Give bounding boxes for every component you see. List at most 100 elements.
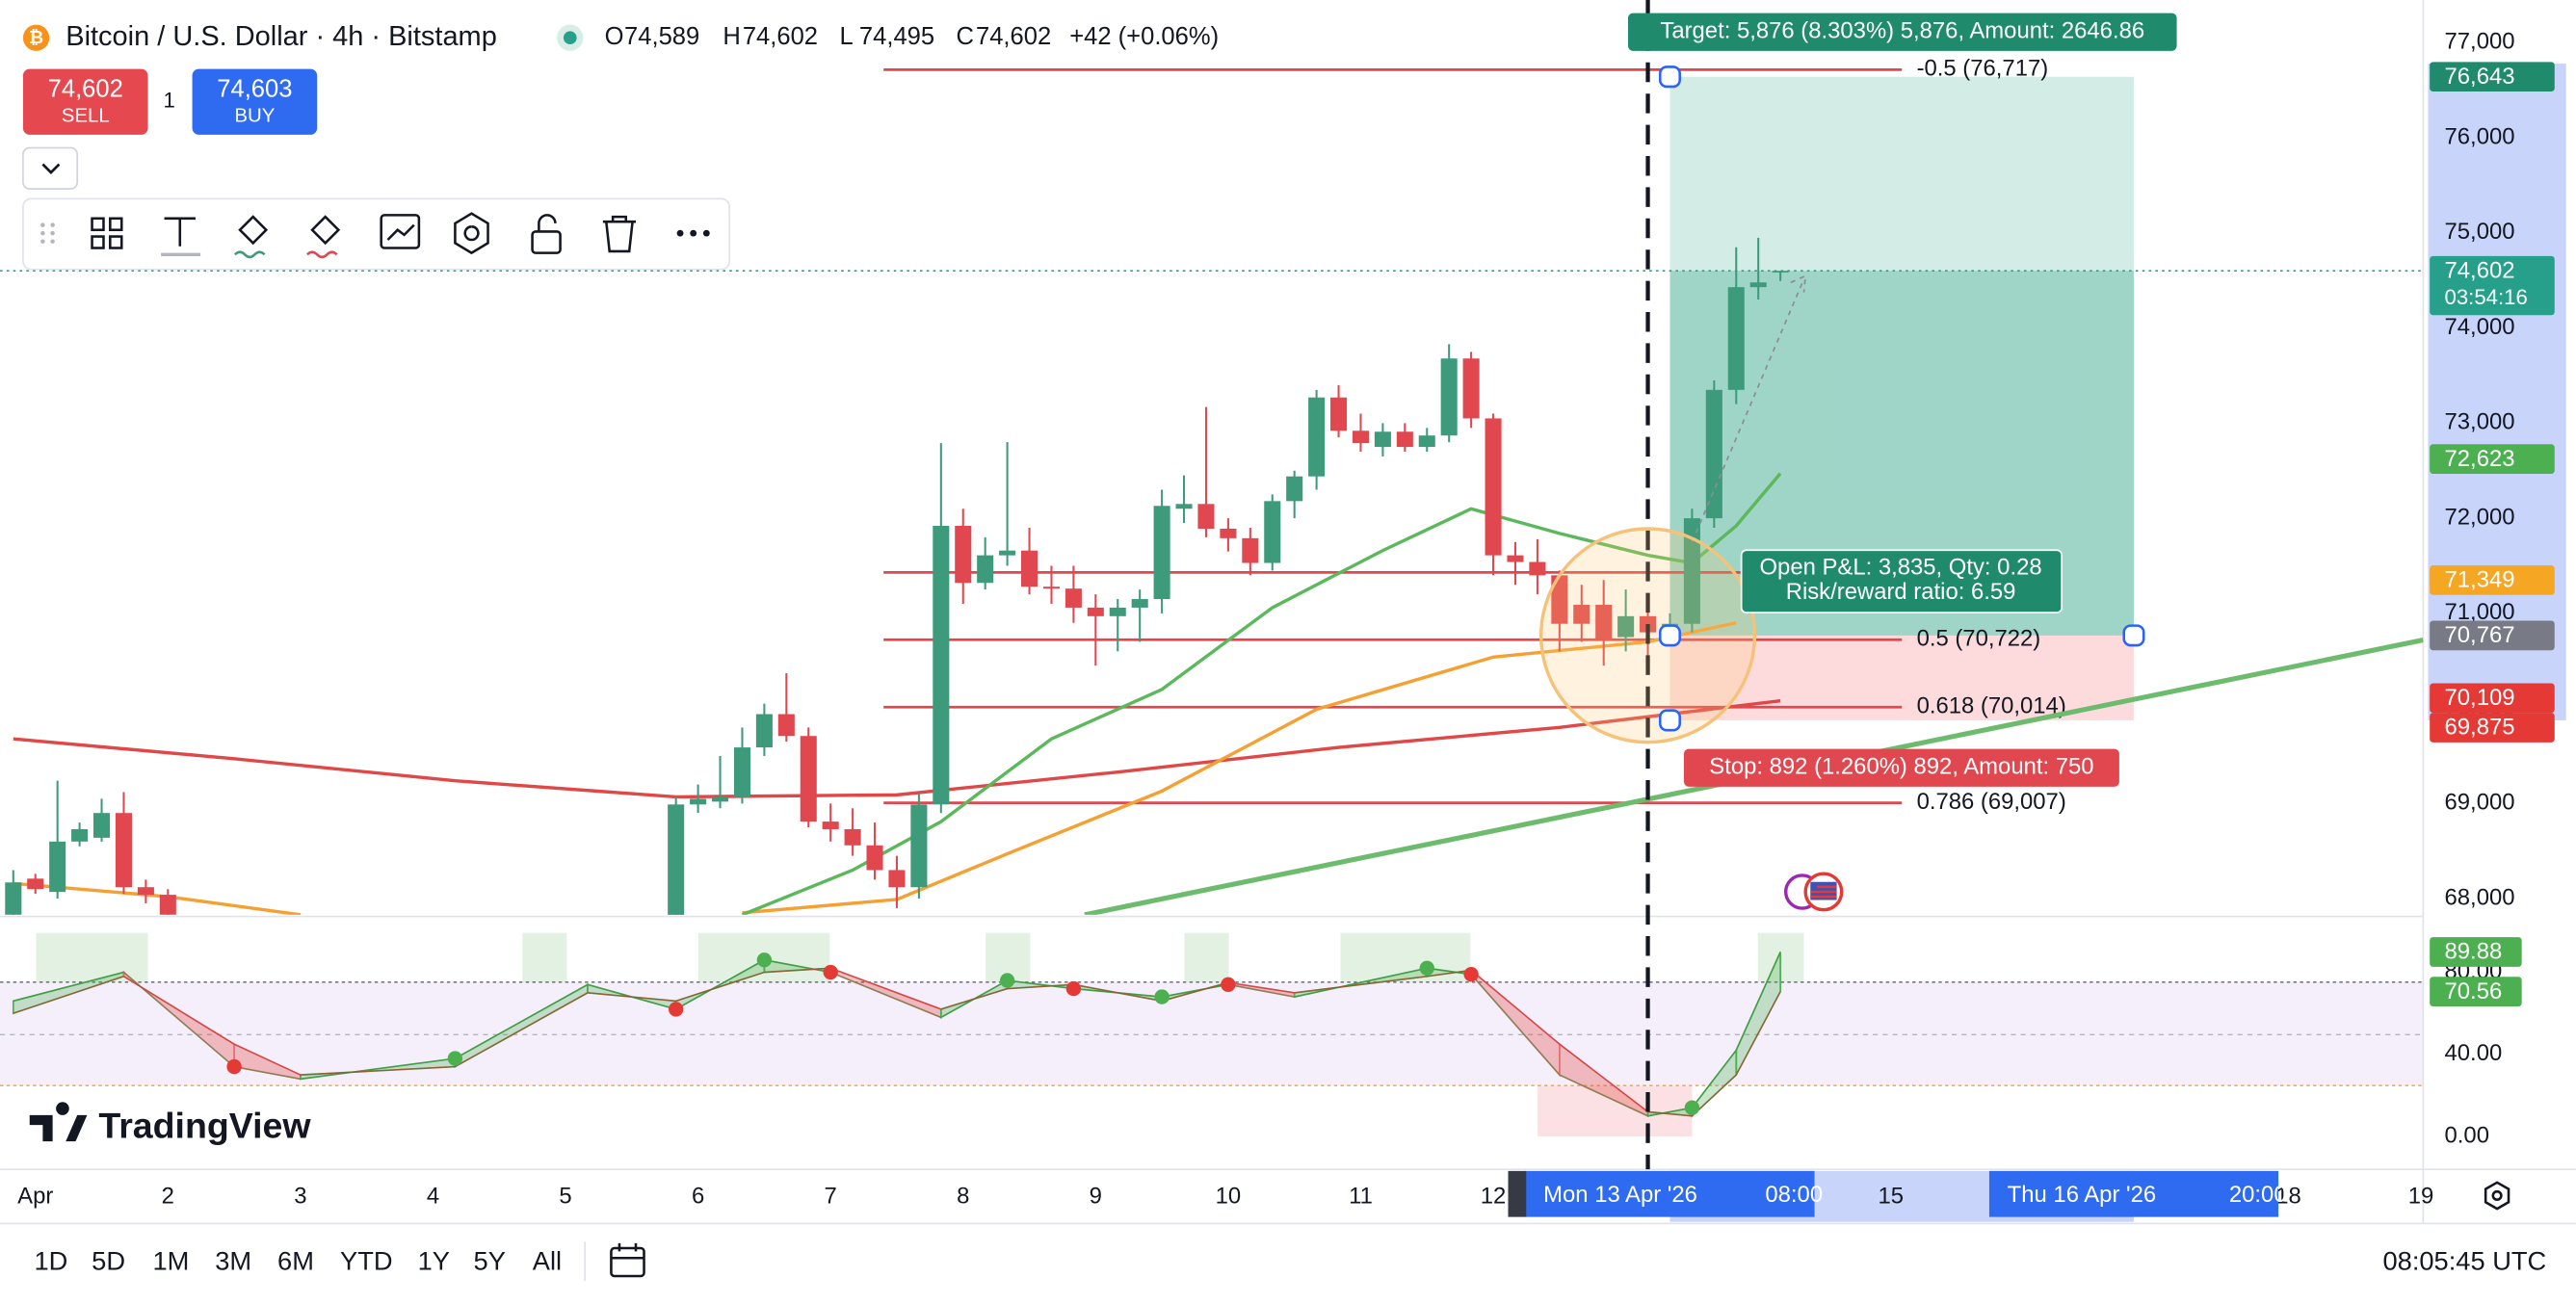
- btc-icon: [22, 24, 50, 51]
- quantity[interactable]: 1: [164, 89, 175, 113]
- position-handle[interactable]: [1658, 709, 1681, 732]
- osc-band: [0, 981, 2424, 1086]
- candle-body: [690, 798, 707, 805]
- market-status-dot: [563, 31, 577, 45]
- toolbar-bg: [22, 197, 731, 271]
- target-label: Target: 5,876 (8.303%) 5,876, Amount: 26…: [1660, 18, 2144, 44]
- axis-settings[interactable]: [2484, 1181, 2510, 1211]
- x-tick-label: 19: [2408, 1183, 2434, 1209]
- x-tick-label: 6: [692, 1183, 704, 1209]
- candle-body: [1197, 504, 1215, 529]
- osc-value-label: 70.56: [2445, 978, 2503, 1004]
- pnl-label: Open P&L: 3,835, Qty: 0.28: [1760, 554, 2042, 580]
- more-tool[interactable]: [676, 229, 710, 237]
- candle-body: [1308, 397, 1326, 477]
- logo: TradingView: [29, 1102, 311, 1145]
- x-tick-label: Apr: [17, 1183, 53, 1209]
- osc-value-label-bg: [2430, 977, 2522, 1007]
- target-label-bg: [1627, 13, 2177, 51]
- template-tool[interactable]: [91, 217, 123, 249]
- candle-body: [712, 796, 729, 802]
- moving-average: [13, 698, 1781, 799]
- candle-body: [1330, 397, 1348, 431]
- candle-body: [49, 841, 66, 893]
- range-button[interactable]: All: [533, 1246, 562, 1276]
- candle-body: [5, 882, 22, 915]
- lock-tool[interactable]: [531, 214, 562, 254]
- y-tick-label: 77,000: [2445, 29, 2515, 55]
- candle-body: [1352, 430, 1370, 444]
- position-handle[interactable]: [2122, 624, 2145, 647]
- position-handle[interactable]: [1658, 624, 1681, 647]
- cross-marker: [1065, 980, 1082, 997]
- candle-body: [1617, 615, 1635, 638]
- fib-label: 0.618 (70,014): [1917, 693, 2066, 719]
- cross-marker: [447, 1051, 463, 1066]
- fib-label: -0.5 (76,717): [1917, 56, 2049, 82]
- range-button[interactable]: YTD: [340, 1246, 393, 1276]
- candle-body: [844, 828, 861, 846]
- candle-body: [777, 714, 795, 737]
- range-button[interactable]: 1Y: [418, 1246, 450, 1276]
- ohlc-value: 74,602: [976, 23, 1051, 50]
- buy-button[interactable]: [192, 68, 318, 135]
- cross-marker: [756, 952, 773, 968]
- candle-body: [115, 813, 132, 888]
- candle-body: [1529, 561, 1546, 576]
- ohlc-key: L: [839, 23, 853, 50]
- stop-label-bg: [1683, 748, 2119, 787]
- y-tick-label: 75,000: [2445, 219, 2515, 245]
- clock[interactable]: 08:05:45 UTC: [2383, 1246, 2547, 1276]
- candle-body: [1683, 518, 1700, 624]
- btc-icon-glyph: ₿: [29, 27, 43, 47]
- delete-tool[interactable]: [602, 215, 637, 253]
- candle-body: [800, 736, 817, 822]
- range-button[interactable]: 1D: [34, 1246, 67, 1276]
- range-button[interactable]: 3M: [215, 1246, 251, 1276]
- text-tool[interactable]: [161, 217, 201, 257]
- logo-text: TradingView: [98, 1105, 311, 1145]
- oversold-zone: [1538, 1085, 1693, 1137]
- ohlc-key: C: [957, 23, 974, 50]
- range-button[interactable]: 1M: [152, 1246, 189, 1276]
- y-tick-label: 76,000: [2445, 123, 2515, 149]
- date-range-icon[interactable]: [610, 1242, 645, 1278]
- price-label-bg: [2430, 62, 2555, 92]
- range-button[interactable]: 5Y: [474, 1246, 506, 1276]
- fill-tool[interactable]: [234, 215, 269, 259]
- x-tick-label: 8: [957, 1183, 969, 1209]
- settings-tool[interactable]: [380, 214, 421, 249]
- candle-body: [137, 887, 154, 896]
- line-color-tool[interactable]: [306, 215, 341, 259]
- visibility-tool[interactable]: [454, 212, 489, 255]
- range-button[interactable]: 5D: [92, 1246, 125, 1276]
- y-tick-label: 73,000: [2445, 409, 2515, 435]
- countdown: 03:54:16: [2445, 285, 2528, 309]
- candle-body: [668, 804, 685, 915]
- cross-marker: [669, 1002, 684, 1017]
- position-handle[interactable]: [1658, 65, 1681, 89]
- crosshair-time: 20:00: [2229, 1182, 2287, 1208]
- price-label: 74,602: [2445, 257, 2515, 283]
- candle-body: [1109, 607, 1126, 616]
- collapse-button[interactable]: [22, 146, 79, 190]
- ohlc-key: O: [605, 23, 624, 50]
- pnl-label-bg: [1740, 549, 2063, 613]
- x-tick-label: 7: [825, 1183, 837, 1209]
- price-label: 69,875: [2445, 715, 2515, 741]
- candle-body: [1507, 555, 1524, 562]
- drag-handle[interactable]: [40, 222, 55, 244]
- range-button[interactable]: 6M: [277, 1246, 314, 1276]
- candle-body: [1573, 604, 1590, 624]
- candle-body: [92, 813, 111, 838]
- sell-button[interactable]: [22, 68, 148, 135]
- target-zone: [1669, 76, 2134, 636]
- x-tick-label: 15: [1878, 1183, 1904, 1209]
- price-label-bg: [2430, 683, 2555, 714]
- price-label-bg: [2430, 444, 2555, 474]
- symbol-title[interactable]: Bitcoin / U.S. Dollar · 4h · Bitstamp: [66, 21, 497, 52]
